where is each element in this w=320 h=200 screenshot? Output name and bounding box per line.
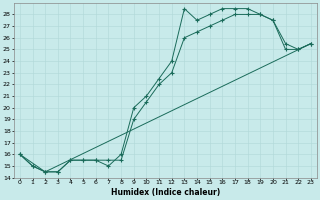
X-axis label: Humidex (Indice chaleur): Humidex (Indice chaleur) (111, 188, 220, 197)
